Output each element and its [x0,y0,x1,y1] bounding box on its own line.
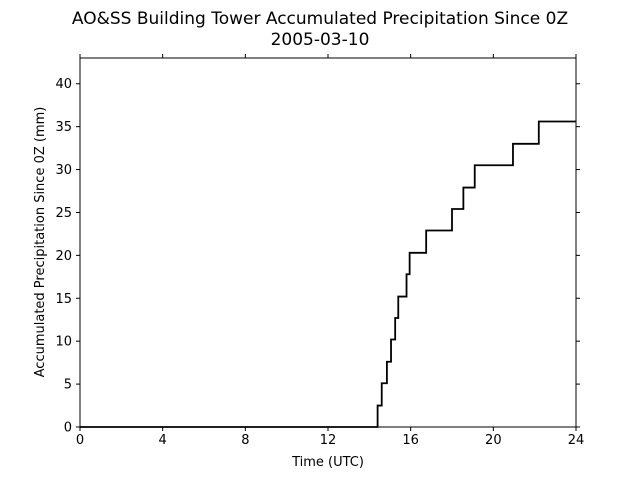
y-tick-label: 20 [55,249,72,264]
y-tick-label: 30 [55,163,72,178]
chart-title: AO&SS Building Tower Accumulated Precipi… [72,9,568,29]
x-tick-label: 20 [485,433,502,448]
y-tick-label: 10 [55,335,72,350]
y-tick-label: 25 [55,206,72,221]
x-tick-label: 16 [402,433,419,448]
y-tick-label: 15 [55,292,72,307]
chart-subtitle: 2005-03-10 [271,30,370,50]
x-tick-label: 12 [320,433,337,448]
axis-ticks [76,54,580,431]
y-axis-label: Accumulated Precipitation Since 0Z (mm) [33,107,48,378]
series-line-accumulated-precipitation [80,120,576,428]
y-tick-label: 0 [64,421,72,436]
x-tick-label: 24 [568,433,585,448]
y-tick-label: 35 [55,120,72,135]
x-tick-label: 4 [159,433,167,448]
axis-tick-labels: 0 4 8 12 16 20 24 0 5 10 15 20 25 30 35 40 [55,77,584,448]
y-tick-label: 5 [64,378,72,393]
plot-frame [79,57,577,428]
x-tick-label: 8 [241,433,249,448]
x-axis-label: Time (UTC) [291,455,364,470]
x-tick-label: 0 [76,433,84,448]
plot-area: 0 4 8 12 16 20 24 0 5 10 15 20 25 30 35 40 [55,54,584,448]
y-tick-label: 40 [55,77,72,92]
